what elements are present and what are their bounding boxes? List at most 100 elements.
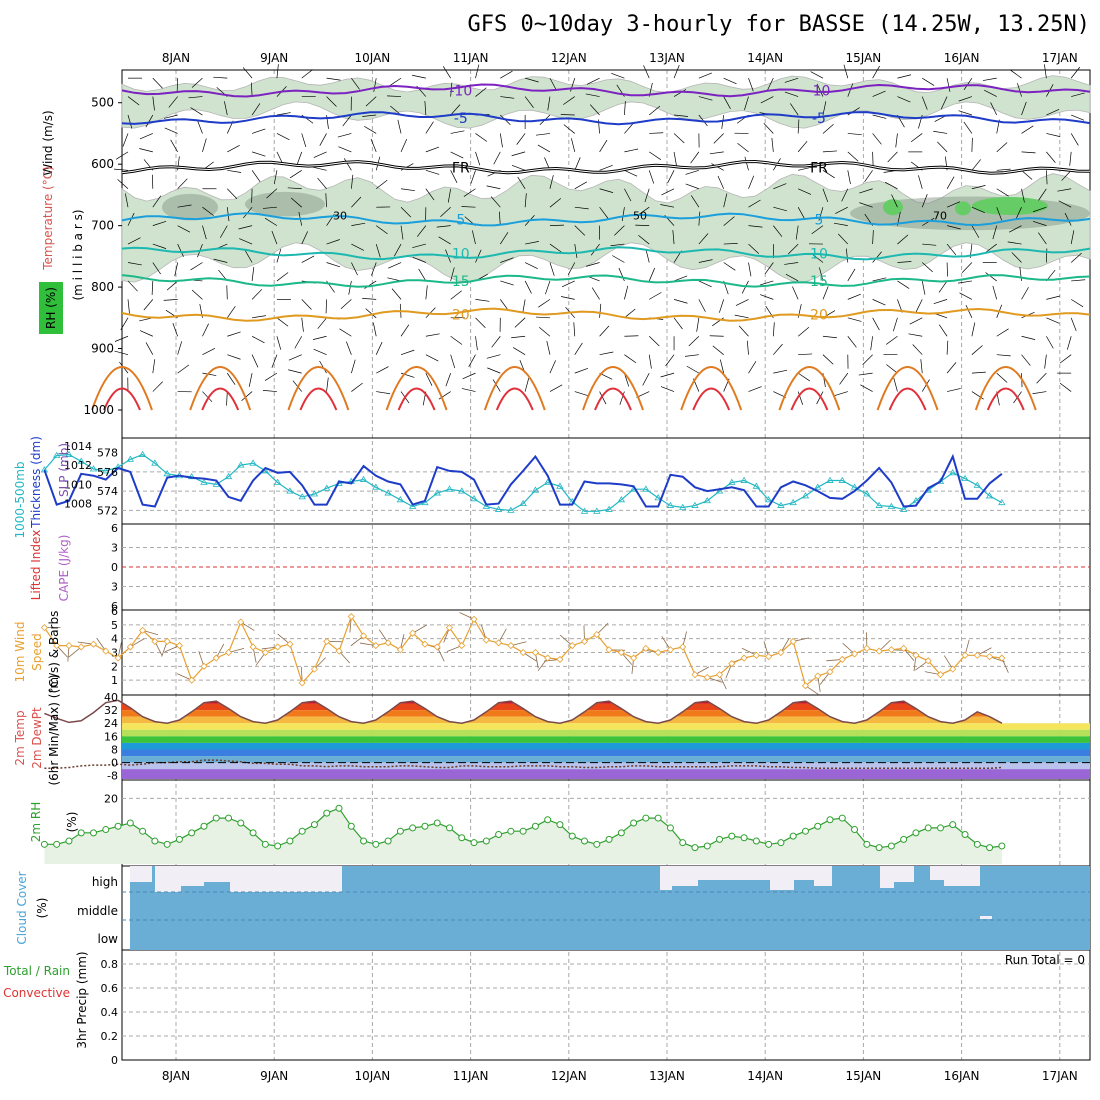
- wind-barb: [1046, 109, 1060, 116]
- wind-barb: [872, 277, 887, 282]
- wind-barb: [475, 133, 488, 142]
- date-label-bottom: 14JAN: [747, 1069, 783, 1083]
- wind-barb: [748, 199, 761, 208]
- wind-speed-marker: [445, 624, 454, 632]
- cloud-gap: [155, 866, 181, 892]
- wind-barb: [549, 77, 557, 91]
- slp-marker: [408, 502, 417, 509]
- slp-marker: [237, 461, 245, 468]
- rh2m-marker: [924, 824, 932, 832]
- wind-barb: [251, 267, 255, 281]
- wind-barb: [124, 193, 129, 208]
- cloud-gap: [794, 866, 814, 880]
- wind-barb: [276, 336, 282, 350]
- wind10-barb: [350, 635, 364, 647]
- slp-marker: [52, 451, 61, 458]
- wind-barb: [822, 124, 834, 134]
- wind-barb: [525, 77, 539, 83]
- wind-barb: [961, 262, 973, 273]
- wind-barb: [143, 299, 154, 311]
- wind-barb: [471, 230, 476, 245]
- wind-barb: [463, 188, 476, 197]
- cloud-gap: [930, 866, 944, 880]
- wind-barb: [822, 101, 827, 116]
- wind-barb: [971, 371, 986, 374]
- wind-speed-marker: [102, 647, 110, 655]
- slp-marker: [899, 505, 908, 512]
- rh2m-marker: [838, 814, 846, 822]
- wind-barb: [242, 67, 253, 79]
- wind-barb: [139, 133, 153, 140]
- wind-barb: [921, 194, 928, 208]
- pressure-axis: 500 600 700 800 900 1000: [83, 96, 122, 417]
- wind-barb: [760, 294, 774, 300]
- wind-barb: [719, 359, 725, 374]
- slp-marker: [777, 501, 785, 508]
- wind-barb: [114, 168, 129, 171]
- slp-marker: [396, 496, 405, 503]
- wind-speed-marker: [838, 655, 846, 663]
- wind-barb: [864, 170, 873, 182]
- date-label-top: 12JAN: [551, 51, 587, 65]
- precip-tick: 0.2: [101, 1030, 119, 1043]
- wind-barb: [127, 262, 142, 266]
- wind-barb: [177, 225, 191, 233]
- wind-barb: [1057, 188, 1072, 192]
- slp-marker: [593, 507, 601, 514]
- wind-barb: [990, 102, 998, 116]
- wind-barb: [244, 250, 253, 263]
- slp-marker: [826, 476, 834, 483]
- warm-contour: [287, 366, 350, 411]
- wind-barb: [940, 96, 948, 110]
- wind-barb: [971, 345, 983, 355]
- wind-barb: [549, 198, 562, 208]
- rh2m-marker: [126, 819, 134, 827]
- wind-speed-marker: [65, 642, 73, 650]
- wind-barb: [946, 388, 961, 392]
- wind-barb: [362, 114, 377, 117]
- rh2m-marker: [605, 835, 613, 843]
- wind-barb: [296, 151, 303, 166]
- rh-green-patch: [955, 201, 971, 216]
- wind-barb: [1064, 212, 1072, 226]
- wind-barb: [445, 373, 451, 387]
- slp-marker: [875, 501, 883, 508]
- wind-barb: [397, 119, 402, 134]
- wind-barb: [938, 324, 948, 337]
- warm-contour: [582, 366, 644, 411]
- wind-barb: [860, 384, 873, 392]
- date-label-top: 9JAN: [260, 51, 288, 65]
- wind-barb: [872, 317, 880, 331]
- wind-barb: [351, 359, 356, 374]
- wind-barb: [996, 188, 1009, 197]
- wind-barb: [511, 164, 526, 171]
- wind-barb: [734, 314, 749, 319]
- wind-barb: [524, 193, 527, 208]
- slp-marker: [850, 483, 859, 490]
- rh2m-marker: [53, 840, 61, 848]
- wind-barb: [822, 354, 834, 365]
- wind-speed-marker: [114, 654, 122, 662]
- wind-barb: [549, 262, 555, 276]
- wind-barb: [811, 253, 824, 263]
- rh2m-marker: [617, 829, 625, 837]
- slp-marker: [679, 503, 687, 510]
- wind-barb: [1070, 66, 1081, 79]
- rh2m-marker: [654, 814, 662, 822]
- wind-barb: [289, 170, 302, 179]
- wind-barb: [971, 159, 981, 171]
- wind-barb: [468, 354, 476, 368]
- slp-marker: [359, 475, 368, 482]
- wind-barb: [301, 69, 313, 79]
- wind-barb: [1021, 335, 1036, 340]
- pressure-tick: 800: [91, 280, 114, 294]
- wind-barb: [797, 140, 808, 153]
- temp-tick: 16: [104, 730, 118, 743]
- wind-barb: [226, 372, 236, 385]
- wind-barb: [971, 225, 980, 238]
- wind-barb: [673, 65, 680, 79]
- wind-barb: [843, 64, 849, 79]
- wind-barb: [393, 243, 402, 257]
- wind-speed-marker: [998, 654, 1006, 662]
